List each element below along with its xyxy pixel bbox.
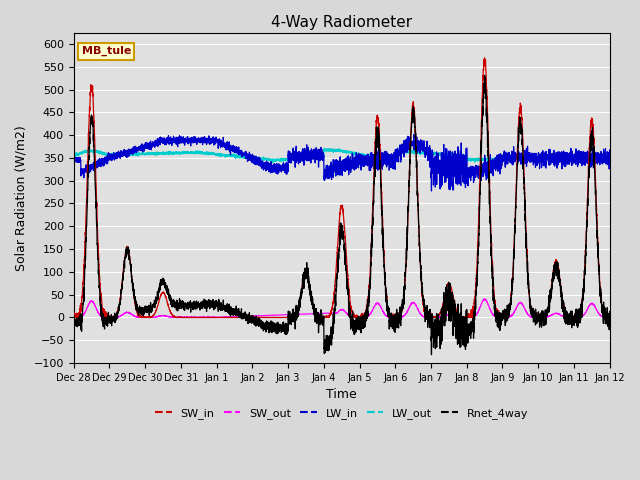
Y-axis label: Solar Radiation (W/m2): Solar Radiation (W/m2) bbox=[15, 125, 28, 271]
Text: MB_tule: MB_tule bbox=[82, 46, 131, 56]
Title: 4-Way Radiometer: 4-Way Radiometer bbox=[271, 15, 412, 30]
Legend: SW_in, SW_out, LW_in, LW_out, Rnet_4way: SW_in, SW_out, LW_in, LW_out, Rnet_4way bbox=[150, 404, 532, 423]
X-axis label: Time: Time bbox=[326, 388, 357, 401]
